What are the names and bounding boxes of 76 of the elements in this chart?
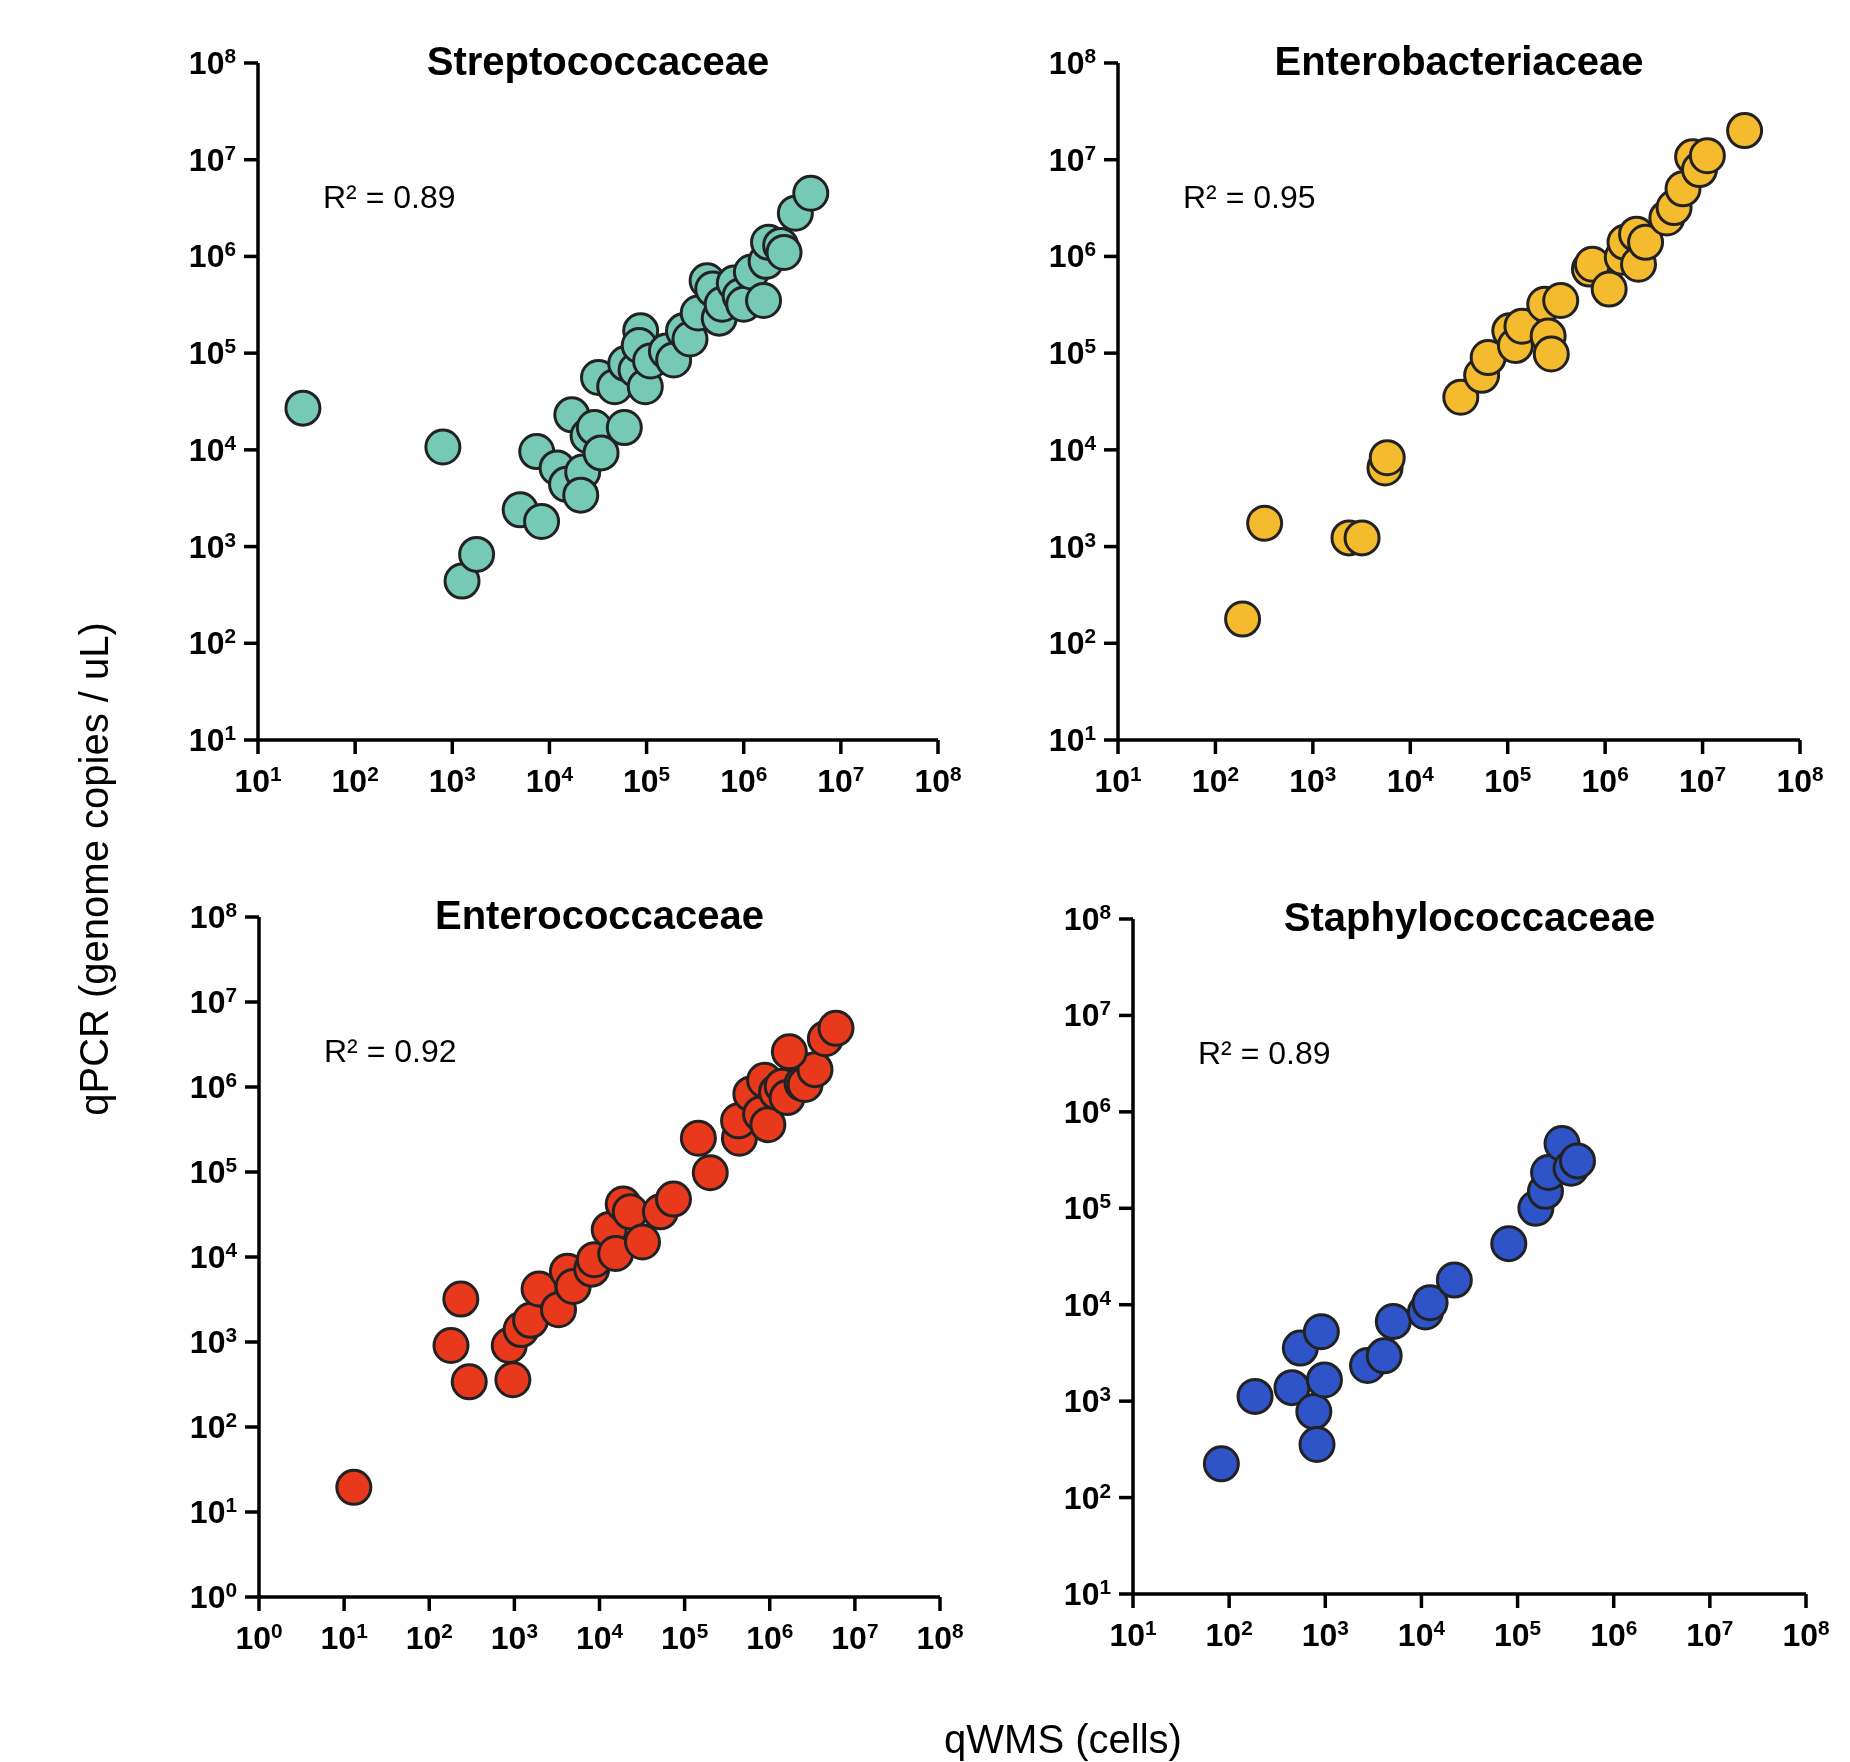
y-tick-label: 10$^{8}$ bbox=[188, 43, 236, 81]
y-tick-label: 10$^{1}$ bbox=[1063, 1574, 1111, 1612]
annotation: R² = 0.95 bbox=[1183, 179, 1316, 215]
y-tick-label: 10$^{5}$ bbox=[188, 333, 236, 372]
y-tick-label: 10$^{4}$ bbox=[189, 1237, 238, 1275]
x-tick-label: 10$^{3}$ bbox=[490, 1618, 538, 1656]
x-tick-label: 10$^{3}$ bbox=[1301, 1615, 1349, 1653]
y-tick-label: 10$^{4}$ bbox=[1048, 430, 1097, 468]
x-tick-label: 10$^{5}$ bbox=[661, 1618, 709, 1656]
chart-title: Enterococcaceae bbox=[434, 893, 765, 937]
x-axis-title: qWMS (cells) bbox=[944, 1717, 1182, 1761]
x-tick-label: 10$^{6}$ bbox=[1581, 761, 1629, 799]
x-tick-label: 10$^{3}$ bbox=[428, 761, 476, 799]
y-tick-label: 10$^{6}$ bbox=[1063, 1092, 1111, 1130]
x-tick-label: 10$^{1}$ bbox=[1094, 761, 1142, 799]
x-tick-label: 10$^{5}$ bbox=[1493, 1615, 1542, 1653]
x-tick-label: 10$^{6}$ bbox=[1590, 1615, 1638, 1653]
annotation: R² = 0.89 bbox=[323, 179, 456, 215]
x-tick-label: 10$^{0}$ bbox=[235, 1618, 283, 1656]
x-tick-label: 10$^{4}$ bbox=[1386, 761, 1435, 799]
x-tick-label: 10$^{2}$ bbox=[1205, 1615, 1253, 1653]
x-tick-label: 10$^{1}$ bbox=[234, 761, 282, 799]
x-tick-label: 10$^{5}$ bbox=[622, 761, 671, 799]
y-tick-label: 10$^{3}$ bbox=[1048, 527, 1096, 565]
x-tick-label: 10$^{7}$ bbox=[817, 761, 865, 799]
y-tick-label: 10$^{1}$ bbox=[1048, 720, 1096, 758]
y-tick-label: 10$^{4}$ bbox=[188, 430, 237, 468]
x-tick-label: 10$^{4}$ bbox=[1397, 1615, 1446, 1653]
y-tick-label: 10$^{5}$ bbox=[189, 1152, 237, 1190]
y-tick-label: 10$^{5}$ bbox=[1048, 333, 1096, 372]
y-tick-label: 10$^{4}$ bbox=[1063, 1285, 1112, 1323]
y-tick-label: 10$^{5}$ bbox=[1063, 1188, 1111, 1227]
x-tick-label: 10$^{4}$ bbox=[525, 761, 574, 799]
y-tick-label: 10$^{7}$ bbox=[188, 140, 236, 178]
y-tick-label: 10$^{8}$ bbox=[1063, 899, 1111, 937]
x-tick-label: 10$^{8}$ bbox=[914, 761, 962, 799]
x-tick-label: 10$^{4}$ bbox=[575, 1618, 624, 1656]
x-tick-label: 10$^{5}$ bbox=[1484, 761, 1532, 799]
y-tick-label: 10$^{2}$ bbox=[1063, 1478, 1111, 1516]
y-tick-label: 10$^{1}$ bbox=[188, 720, 236, 758]
x-tick-label: 10$^{7}$ bbox=[1686, 1615, 1734, 1653]
x-tick-label: 10$^{2}$ bbox=[405, 1618, 453, 1656]
x-tick-label: 10$^{8}$ bbox=[1776, 761, 1824, 799]
chart-title: Staphylococcaceae bbox=[1283, 895, 1656, 939]
y-tick-label: 10$^{8}$ bbox=[1048, 43, 1096, 81]
y-tick-label: 10$^{7}$ bbox=[189, 982, 237, 1020]
y-tick-label: 10$^{1}$ bbox=[189, 1492, 237, 1530]
y-tick-label: 10$^{3}$ bbox=[1063, 1381, 1111, 1420]
y-tick-label: 10$^{2}$ bbox=[1048, 623, 1096, 662]
x-tick-label: 10$^{6}$ bbox=[746, 1618, 794, 1656]
y-tick-label: 10$^{6}$ bbox=[188, 236, 236, 275]
annotation: R² = 0.92 bbox=[324, 1033, 457, 1069]
y-tick-label: 10$^{8}$ bbox=[189, 897, 237, 935]
y-tick-label: 10$^{2}$ bbox=[189, 1407, 237, 1445]
chart-title: Streptococcaceae bbox=[426, 39, 770, 83]
y-axis-title: qPCR (genome copies / uL) bbox=[72, 622, 116, 1116]
y-tick-label: 10$^{2}$ bbox=[188, 623, 236, 662]
y-tick-label: 10$^{6}$ bbox=[1048, 236, 1096, 275]
x-tick-label: 10$^{1}$ bbox=[320, 1618, 368, 1656]
x-tick-label: 10$^{2}$ bbox=[1191, 761, 1240, 799]
y-tick-label: 10$^{6}$ bbox=[189, 1067, 237, 1105]
y-tick-label: 10$^{3}$ bbox=[189, 1322, 237, 1360]
annotation: R² = 0.89 bbox=[1198, 1035, 1331, 1071]
x-tick-label: 10$^{7}$ bbox=[831, 1618, 879, 1656]
chart-title: Enterobacteriaceae bbox=[1274, 39, 1644, 83]
x-tick-label: 10$^{8}$ bbox=[1782, 1615, 1830, 1653]
y-tick-label: 10$^{3}$ bbox=[188, 527, 236, 565]
x-tick-label: 10$^{7}$ bbox=[1678, 761, 1727, 799]
x-tick-label: 10$^{1}$ bbox=[1109, 1615, 1157, 1653]
x-tick-label: 10$^{2}$ bbox=[331, 761, 379, 799]
y-tick-label: 10$^{7}$ bbox=[1063, 995, 1111, 1034]
x-tick-label: 10$^{3}$ bbox=[1289, 761, 1337, 799]
x-tick-label: 10$^{8}$ bbox=[916, 1618, 964, 1656]
x-tick-label: 10$^{6}$ bbox=[720, 761, 768, 799]
y-tick-label: 10$^{7}$ bbox=[1048, 140, 1096, 178]
y-tick-label: 10$^{0}$ bbox=[189, 1577, 237, 1615]
